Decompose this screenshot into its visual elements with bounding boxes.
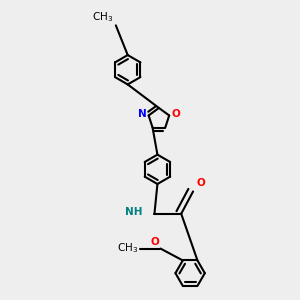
Text: N: N bbox=[138, 109, 146, 119]
Text: NH: NH bbox=[125, 207, 142, 217]
Text: O: O bbox=[171, 109, 180, 119]
Text: CH$_3$: CH$_3$ bbox=[117, 242, 138, 256]
Text: CH$_3$: CH$_3$ bbox=[92, 10, 113, 24]
Text: O: O bbox=[196, 178, 205, 188]
Text: O: O bbox=[150, 237, 159, 247]
